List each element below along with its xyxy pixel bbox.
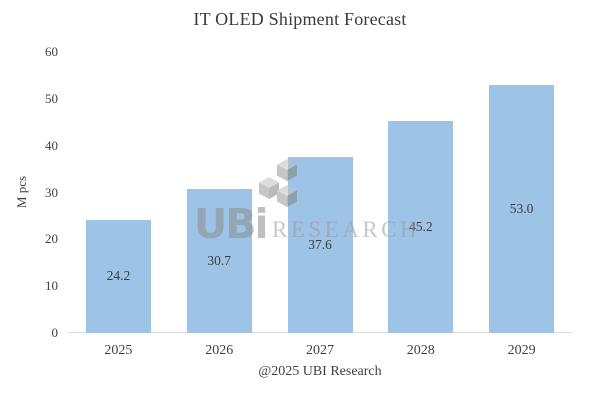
x-tick-label: 2028 xyxy=(406,343,435,358)
y-tick-label: 50 xyxy=(45,90,58,106)
y-tick-label: 20 xyxy=(45,231,58,247)
chart-title: IT OLED Shipment Forecast xyxy=(193,9,407,29)
x-tick-label: 2027 xyxy=(306,343,334,358)
y-tick-label: 60 xyxy=(45,44,58,59)
bar-value-label: 30.7 xyxy=(207,253,231,269)
bar-2029: 53.0 xyxy=(489,84,555,333)
bar-2025: 24.2 xyxy=(85,219,151,333)
bar-2026: 30.7 xyxy=(186,189,252,333)
y-tick-label: 10 xyxy=(45,278,58,294)
x-tick-label: 2029 xyxy=(507,343,536,358)
x-tick-label: 2025 xyxy=(104,343,133,358)
bar-2028: 45.2 xyxy=(388,121,454,333)
bar-2027: 37.6 xyxy=(287,156,353,333)
y-tick-label: 0 xyxy=(51,325,59,340)
x-tick-label: 2026 xyxy=(205,343,234,358)
bar-value-label: 53.0 xyxy=(509,200,534,216)
y-tick-label: 40 xyxy=(45,137,58,153)
bar-value-label: 45.2 xyxy=(408,219,433,235)
footer-credit: @2025 UBI Research xyxy=(258,364,382,379)
bar-value-label: 37.6 xyxy=(308,236,332,252)
y-tick-label: 30 xyxy=(45,184,58,200)
bar-value-label: 24.2 xyxy=(106,268,131,284)
